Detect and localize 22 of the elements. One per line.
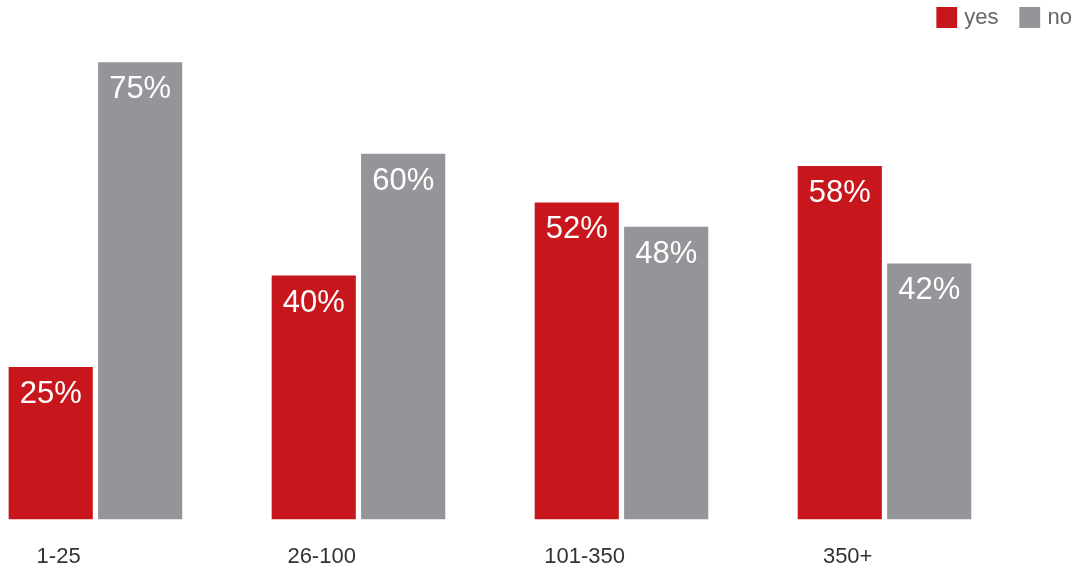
bar (624, 226, 709, 520)
bar (797, 165, 882, 520)
data-label: 60% (372, 161, 435, 197)
data-label: 52% (545, 210, 608, 246)
x-tick-label: 26-100 (287, 542, 356, 568)
data-label: 42% (898, 271, 961, 307)
bar (361, 153, 446, 520)
x-tick-label: 350+ (822, 542, 873, 568)
data-label: 75% (109, 70, 172, 106)
x-tick-label: 101-350 (544, 542, 626, 568)
data-label: 40% (282, 283, 345, 319)
data-label: 48% (635, 234, 698, 270)
x-tick-label: 1-25 (36, 542, 81, 568)
data-label: 25% (19, 375, 82, 411)
bar (271, 275, 356, 520)
bar (98, 62, 183, 520)
bar (887, 263, 972, 520)
bar (534, 202, 619, 520)
legend-label: no (1047, 4, 1072, 30)
bar (8, 367, 93, 520)
legend-label: yes (964, 4, 999, 30)
data-label: 58% (808, 173, 871, 209)
